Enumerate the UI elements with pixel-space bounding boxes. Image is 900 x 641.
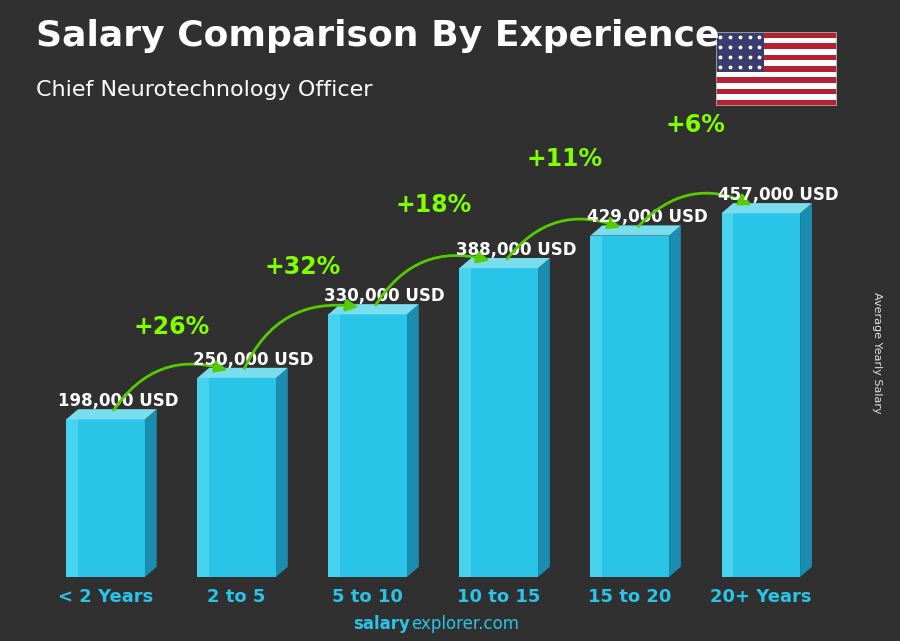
Polygon shape — [459, 258, 550, 268]
Polygon shape — [538, 258, 550, 577]
Bar — [459, 268, 472, 577]
Bar — [197, 378, 209, 577]
Text: +18%: +18% — [395, 194, 472, 217]
Bar — [716, 94, 837, 100]
Polygon shape — [722, 203, 812, 213]
Bar — [716, 32, 837, 38]
Bar — [716, 38, 837, 44]
Text: +26%: +26% — [133, 315, 210, 338]
Bar — [716, 32, 764, 72]
Bar — [716, 78, 837, 83]
Text: Salary Comparison By Experience: Salary Comparison By Experience — [36, 19, 719, 53]
Polygon shape — [669, 226, 681, 577]
Polygon shape — [67, 409, 157, 419]
Text: +11%: +11% — [526, 147, 602, 171]
Text: Average Yearly Salary: Average Yearly Salary — [872, 292, 883, 413]
Bar — [716, 66, 837, 72]
Bar — [197, 378, 276, 577]
Bar — [722, 213, 800, 577]
Bar — [328, 314, 407, 577]
Polygon shape — [145, 409, 157, 577]
Bar — [716, 100, 837, 106]
Bar — [716, 88, 837, 94]
Text: explorer.com: explorer.com — [411, 615, 519, 633]
Polygon shape — [800, 203, 812, 577]
Polygon shape — [328, 304, 418, 314]
Bar — [67, 419, 145, 577]
Text: salary: salary — [353, 615, 410, 633]
Text: +6%: +6% — [665, 113, 725, 137]
Polygon shape — [590, 226, 681, 235]
Polygon shape — [197, 368, 288, 378]
Bar — [716, 72, 837, 78]
Bar — [716, 49, 837, 54]
Text: Chief Neurotechnology Officer: Chief Neurotechnology Officer — [36, 80, 373, 100]
Bar — [590, 235, 669, 577]
Text: 330,000 USD: 330,000 USD — [325, 287, 446, 305]
Bar — [716, 44, 837, 49]
Polygon shape — [276, 368, 288, 577]
Text: +32%: +32% — [264, 255, 340, 279]
Bar — [716, 60, 837, 66]
Bar — [716, 83, 837, 88]
Text: 457,000 USD: 457,000 USD — [717, 186, 838, 204]
Text: 388,000 USD: 388,000 USD — [455, 241, 576, 259]
Text: 198,000 USD: 198,000 USD — [58, 392, 179, 410]
Bar — [722, 213, 734, 577]
Text: 429,000 USD: 429,000 USD — [587, 208, 707, 226]
Bar — [716, 54, 837, 60]
Bar — [590, 235, 602, 577]
Bar — [459, 268, 538, 577]
Polygon shape — [407, 304, 418, 577]
Bar — [67, 419, 78, 577]
Text: 250,000 USD: 250,000 USD — [194, 351, 314, 369]
Bar — [328, 314, 340, 577]
